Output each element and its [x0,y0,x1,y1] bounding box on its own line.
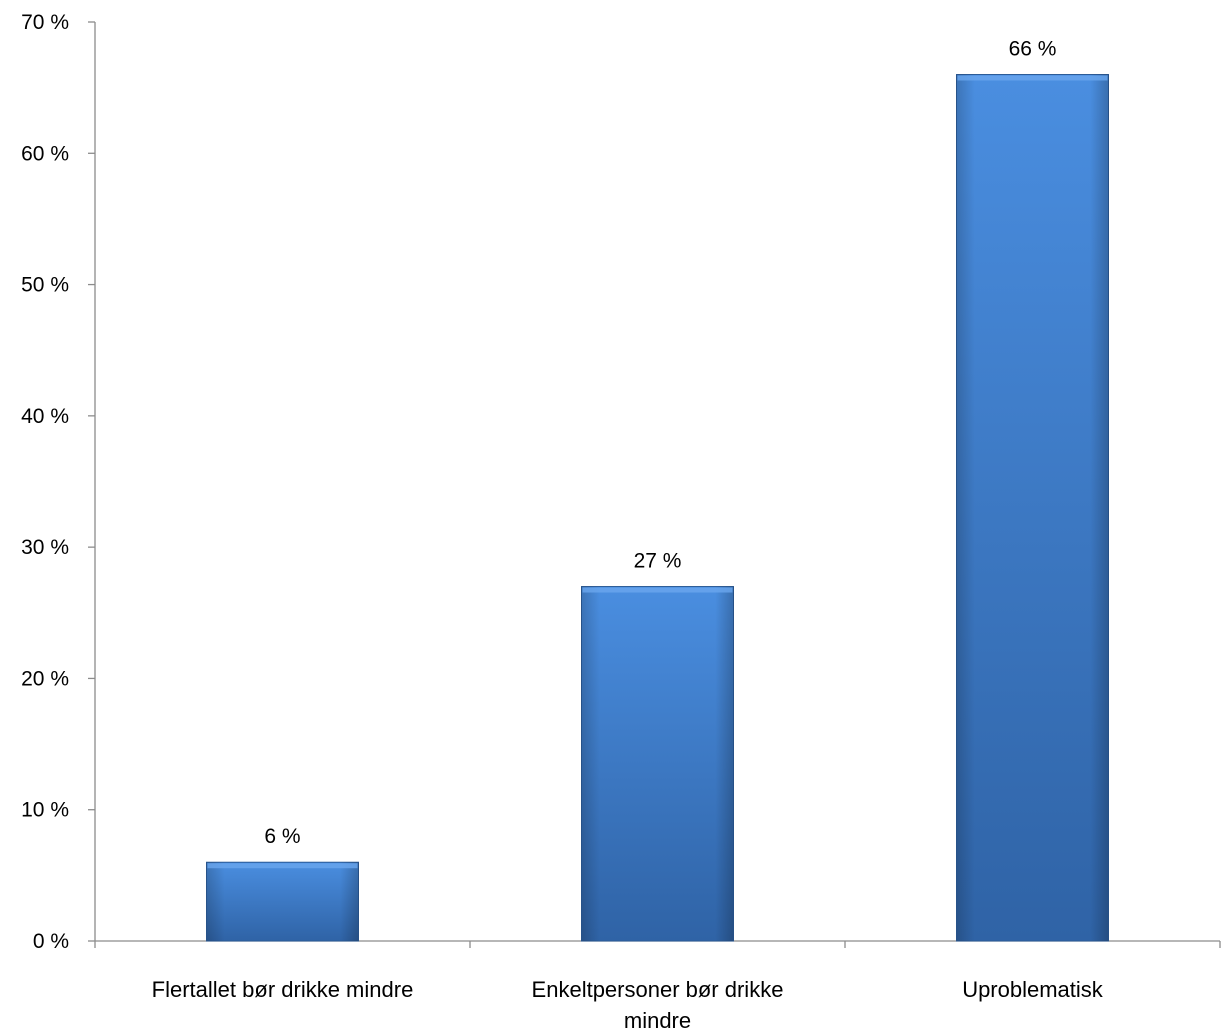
bar-data-label: 6 % [264,825,300,848]
bar-highlight [582,587,733,593]
y-tick-label: 50 % [21,274,69,297]
bar [206,861,359,942]
y-tick-label: 60 % [21,142,69,165]
bar-shade [206,862,359,941]
y-tick-label: 30 % [21,536,69,559]
x-category-label: Uproblematisk [962,977,1104,1002]
x-category-label: Enkeltpersoner bør drikke mindre [532,977,784,1033]
y-tick-label: 10 % [21,799,69,822]
bar-shade [956,74,1109,941]
bar-data-label: 66 % [1009,38,1057,61]
y-tick-label: 20 % [21,667,69,690]
x-category-label: Flertallet bør drikke mindre [152,977,414,1002]
y-tick-label: 0 % [33,930,69,953]
bar-series [206,74,1109,942]
y-tick-label: 70 % [21,11,69,34]
bar [956,74,1109,942]
y-axis: 0 % 10 % 20 % 30 % 40 % 50 % 60 % 70 % [21,11,96,953]
bar-shade [581,586,734,941]
data-labels: 6 % 27 % 66 % [264,38,1056,849]
bar-data-label: 27 % [634,550,682,573]
bar [581,586,734,942]
y-tick-label: 40 % [21,405,69,428]
x-axis: Flertallet bør drikke mindre Enkeltperson… [94,940,1221,1033]
bar-highlight [207,863,358,869]
bar-highlight [957,75,1108,81]
